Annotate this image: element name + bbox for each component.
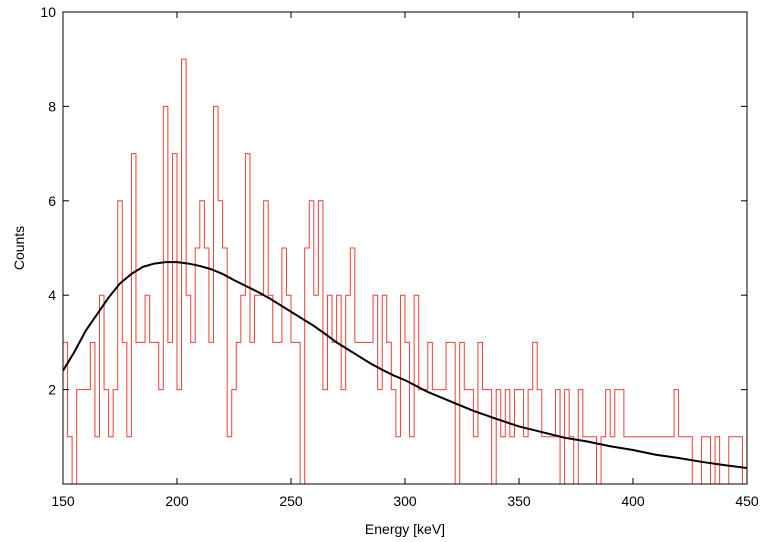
histogram-series [63, 58, 747, 484]
x-tick-label: 200 [165, 493, 189, 509]
x-tick-label: 350 [507, 493, 531, 509]
y-tick-label: 4 [48, 287, 56, 303]
fit-curve [63, 261, 747, 469]
x-axis-label: Energy [keV] [365, 521, 445, 537]
plot-frame [62, 11, 748, 485]
x-tick-label: 300 [393, 493, 417, 509]
y-tick-label: 2 [48, 382, 56, 398]
x-tick-label: 250 [279, 493, 303, 509]
x-tick-label: 150 [51, 493, 75, 509]
y-tick-label: 8 [48, 98, 56, 114]
y-tick-label: 10 [40, 4, 56, 20]
plot-area [63, 58, 747, 484]
y-tick-label: 6 [48, 193, 56, 209]
x-tick-label: 450 [735, 493, 759, 509]
x-tick-label: 400 [621, 493, 645, 509]
y-axis-label: Counts [11, 226, 27, 270]
axes: 150 200 250 300 350 400 450 2 4 6 8 10 [40, 4, 758, 509]
